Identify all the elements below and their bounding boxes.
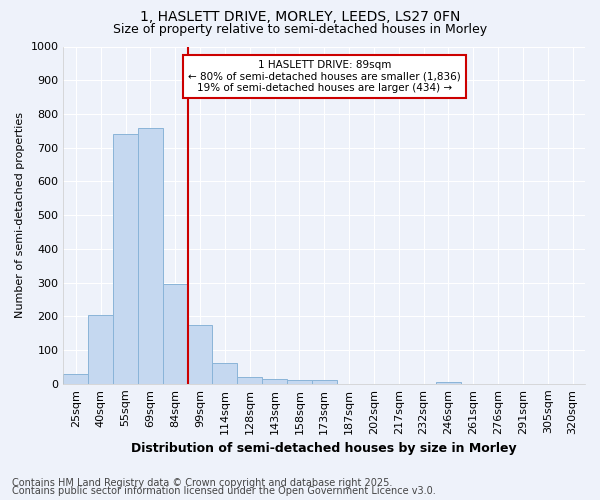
Text: 1, HASLETT DRIVE, MORLEY, LEEDS, LS27 0FN: 1, HASLETT DRIVE, MORLEY, LEEDS, LS27 0F… — [140, 10, 460, 24]
Text: Size of property relative to semi-detached houses in Morley: Size of property relative to semi-detach… — [113, 22, 487, 36]
Y-axis label: Number of semi-detached properties: Number of semi-detached properties — [15, 112, 25, 318]
Bar — [436, 382, 461, 384]
Bar — [188, 325, 212, 384]
Bar — [262, 380, 287, 384]
Bar — [88, 316, 113, 384]
Bar — [287, 380, 312, 384]
Bar — [312, 380, 337, 384]
Bar — [64, 374, 88, 384]
Text: Contains HM Land Registry data © Crown copyright and database right 2025.: Contains HM Land Registry data © Crown c… — [12, 478, 392, 488]
Text: Contains public sector information licensed under the Open Government Licence v3: Contains public sector information licen… — [12, 486, 436, 496]
Bar — [113, 134, 138, 384]
Bar — [212, 363, 237, 384]
Bar — [138, 128, 163, 384]
X-axis label: Distribution of semi-detached houses by size in Morley: Distribution of semi-detached houses by … — [131, 442, 517, 455]
Text: 1 HASLETT DRIVE: 89sqm
← 80% of semi-detached houses are smaller (1,836)
19% of : 1 HASLETT DRIVE: 89sqm ← 80% of semi-det… — [188, 60, 461, 93]
Bar — [237, 377, 262, 384]
Bar — [163, 284, 188, 384]
